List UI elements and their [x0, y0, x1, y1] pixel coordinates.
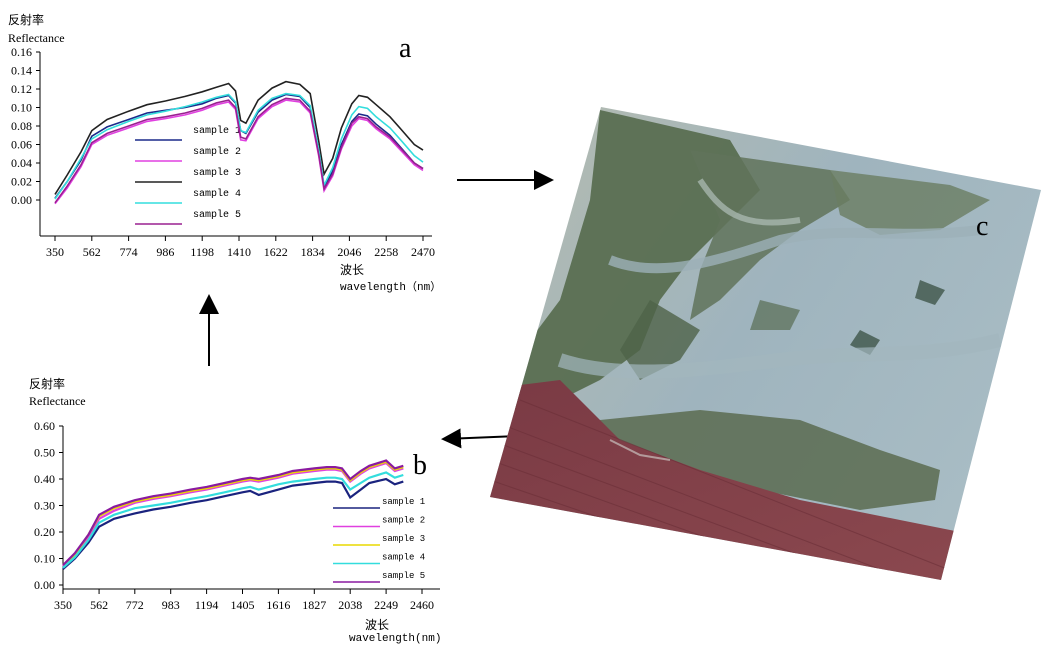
- chart-b-plot: 0.00 0.10 0.20 0.30 0.40 0.50 0.60 350 562 772 983…: [34, 419, 440, 612]
- chart-a-series-line-5: [54, 97, 424, 204]
- chart-a-x-tick-label: 2258: [374, 245, 398, 259]
- chart-a-y-tick-label: 0.10: [11, 101, 32, 115]
- chart-a-x-tick-label: 986: [156, 245, 174, 259]
- chart-a-y-tick-label: 0.06: [11, 138, 32, 152]
- chart-b-x-tick-label: 2249: [374, 598, 398, 612]
- chart-a-legend-label: sample 2: [193, 146, 241, 158]
- chart-b-x-tick-label: 350: [54, 598, 72, 612]
- chart-b-xlabel-cn: 波长: [365, 618, 390, 632]
- chart-a-xlabel-cn: 波长: [340, 263, 365, 277]
- chart-b-legend-label: sample 3: [382, 534, 425, 544]
- chart-a-series-line-1: [54, 93, 424, 199]
- chart-a-plot: 0.00 0.02 0.04 0.06 0.08 0.10 0.12 0.14 0.16 350 5…: [11, 45, 435, 259]
- chart-b: 反射率 Reflectance 0.00 0.10 0.20 0.30 0.40 0.50…: [0, 370, 460, 646]
- chart-b-x-tick-label: 1194: [195, 598, 219, 612]
- chart-b-legend-label: sample 1: [382, 497, 425, 507]
- chart-b-legend-label: sample 4: [382, 553, 425, 563]
- arrow-c-to-b: [441, 428, 518, 449]
- chart-a-y-tick-label: 0.12: [11, 82, 32, 96]
- chart-a-y-tick-label: 0.08: [11, 119, 32, 133]
- chart-a-x-tick-label: 1622: [264, 245, 288, 259]
- chart-a-x-tick-label: 562: [83, 245, 101, 259]
- chart-b-x-tick-label: 562: [90, 598, 108, 612]
- chart-b-y-tick-label: 0.20: [34, 525, 55, 539]
- chart-a-y-tick-label: 0.02: [11, 175, 32, 189]
- chart-b-x-tick-label: 772: [126, 598, 144, 612]
- chart-a-y-tick-label: 0.14: [11, 64, 32, 78]
- chart-b-y-tick-label: 0.10: [34, 552, 55, 566]
- chart-a-xlabel: wavelength（nm）: [340, 282, 442, 294]
- satellite-image: [490, 107, 1041, 580]
- chart-b-y-tick-label: 0.40: [34, 472, 55, 486]
- chart-b-series-line-5: [62, 459, 404, 566]
- chart-a-legend-label: sample 3: [193, 167, 241, 179]
- chart-a-y-tick-label: 0.04: [11, 156, 32, 170]
- chart-b-y-tick-label: 0.30: [34, 499, 55, 513]
- chart-b-series-line-3: [62, 460, 404, 566]
- chart-a-x-tick-label: 1198: [190, 245, 214, 259]
- chart-a-y-tick-label: 0.16: [11, 45, 32, 59]
- chart-b-ylabel-cn: 反射率: [29, 377, 66, 391]
- chart-a: 反射率 Reflectance 0.00 0.02 0.04 0.06 0.08 0.10…: [0, 0, 442, 300]
- chart-a-x-tick-label: 1834: [301, 245, 325, 259]
- chart-b-legend-label: sample 5: [382, 571, 425, 581]
- chart-a-x-tick-label: 350: [46, 245, 64, 259]
- chart-b-x-tick-label: 1827: [302, 598, 326, 612]
- chart-b-x-tick-label: 2460: [410, 598, 434, 612]
- chart-a-series-line-3: [54, 80, 424, 195]
- chart-a-x-tick-label: 774: [120, 245, 138, 259]
- chart-a-legend-label: sample 1: [193, 125, 241, 137]
- chart-b-x-tick-label: 2038: [338, 598, 362, 612]
- panel-label-b: b: [413, 450, 427, 481]
- chart-a-x-tick-label: 2046: [337, 245, 361, 259]
- panel-label-c: c: [976, 211, 989, 242]
- chart-b-xlabel: wavelength(nm): [349, 633, 442, 645]
- chart-b-y-tick-label: 0.00: [34, 578, 55, 592]
- chart-a-series-line-2: [54, 99, 424, 205]
- chart-b-series-line-4: [62, 471, 404, 569]
- chart-a-ylabel: Reflectance: [8, 31, 65, 45]
- chart-a-y-tick-label: 0.00: [11, 193, 32, 207]
- chart-b-x-tick-label: 1405: [231, 598, 255, 612]
- chart-a-legend-label: sample 4: [193, 188, 241, 200]
- chart-b-series-line-1: [62, 477, 404, 570]
- chart-a-x-tick-label: 2470: [411, 245, 435, 259]
- chart-a-ylabel-cn: 反射率: [8, 13, 45, 27]
- chart-a-series-line-4: [54, 92, 424, 200]
- chart-a-legend-label: sample 5: [193, 209, 241, 221]
- chart-b-x-tick-label: 1616: [266, 598, 290, 612]
- panel-label-a: a: [399, 33, 412, 64]
- chart-b-legend-label: sample 2: [382, 516, 425, 526]
- chart-b-y-tick-label: 0.60: [34, 419, 55, 433]
- chart-b-y-tick-label: 0.50: [34, 446, 55, 460]
- chart-b-ylabel: Reflectance: [29, 394, 86, 408]
- chart-b-x-tick-label: 983: [162, 598, 180, 612]
- chart-a-x-tick-label: 1410: [227, 245, 251, 259]
